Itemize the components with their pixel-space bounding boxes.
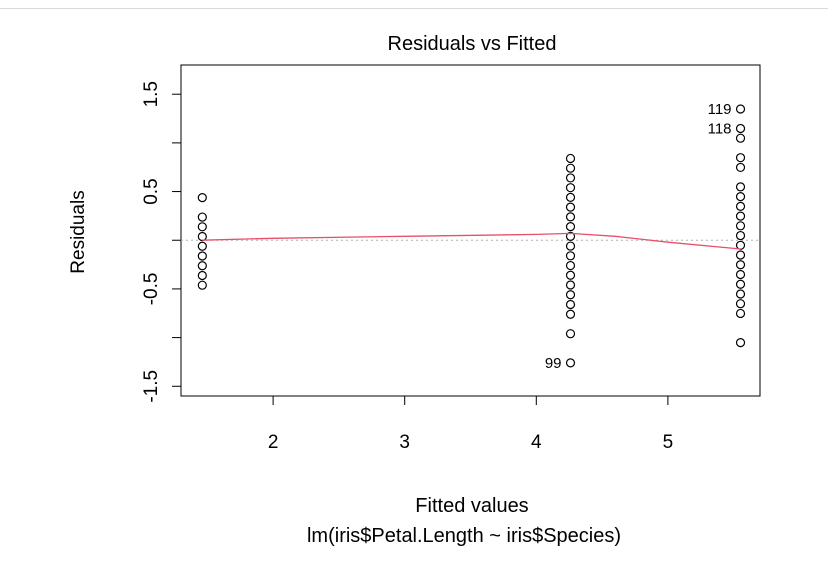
residual-point [565, 231, 576, 241]
residual-point [565, 280, 576, 290]
residual-point [565, 260, 576, 271]
residual-point [197, 212, 207, 222]
residual-point [735, 123, 746, 134]
residual-point [735, 230, 746, 241]
residual-point [197, 231, 207, 242]
x-tick-label: 2 [268, 432, 279, 453]
x-tick-label: 5 [663, 432, 674, 453]
residual-point [735, 162, 746, 173]
residual-point [197, 251, 207, 261]
point-annotation: 99 [545, 355, 562, 372]
residual-point [197, 270, 207, 281]
residual-point [735, 104, 746, 114]
residual-point [735, 153, 746, 163]
residual-point [735, 279, 746, 289]
residual-point [565, 212, 576, 222]
residual-point [735, 211, 746, 221]
x-axis-label: Fitted values [415, 495, 528, 517]
residual-point [197, 261, 207, 271]
smooth-fit-line [202, 232, 741, 250]
top-divider [0, 8, 828, 9]
residual-point [735, 192, 746, 202]
x-tick-label: 3 [399, 432, 410, 453]
residual-point [735, 250, 746, 260]
residual-point [565, 163, 576, 173]
residual-point [735, 269, 746, 280]
residual-point [735, 338, 746, 348]
y-tick-label: 0.5 [141, 178, 162, 204]
residual-point [565, 173, 576, 183]
residual-point [565, 358, 576, 368]
y-tick-label: -0.5 [141, 273, 162, 306]
residual-point [565, 183, 576, 193]
plot-frame [180, 64, 761, 397]
residual-point [735, 299, 746, 309]
y-tick-label: -1.5 [141, 370, 162, 403]
residual-point [565, 153, 576, 164]
residual-point [735, 201, 746, 211]
residual-point [197, 280, 207, 290]
y-tick-label: 1.5 [141, 81, 162, 107]
chart-subtitle: lm(iris$Petal.Length ~ iris$Species) [307, 525, 621, 547]
residual-point [565, 329, 576, 339]
residual-point [735, 182, 746, 192]
residual-point [735, 260, 746, 270]
residual-point [565, 192, 576, 202]
residual-point [197, 222, 207, 232]
point-annotation: 119 [708, 101, 732, 118]
chart-title: Residuals vs Fitted [388, 33, 557, 55]
residual-point [735, 308, 746, 319]
residual-point [565, 270, 576, 280]
residual-point [197, 241, 207, 251]
residual-point [735, 221, 746, 231]
x-tick-label: 4 [531, 432, 542, 453]
residual-point [565, 241, 576, 251]
residual-point [565, 251, 576, 261]
residual-point [735, 133, 746, 143]
residual-point [565, 202, 576, 212]
y-axis-label: Residuals [68, 190, 89, 273]
residual-point [565, 222, 576, 232]
residual-point [565, 299, 576, 310]
residual-point [735, 289, 746, 299]
residual-point [565, 290, 576, 300]
point-annotation: 118 [708, 120, 732, 137]
residual-point [197, 192, 207, 203]
residual-point [735, 240, 746, 250]
residual-point [565, 309, 576, 319]
